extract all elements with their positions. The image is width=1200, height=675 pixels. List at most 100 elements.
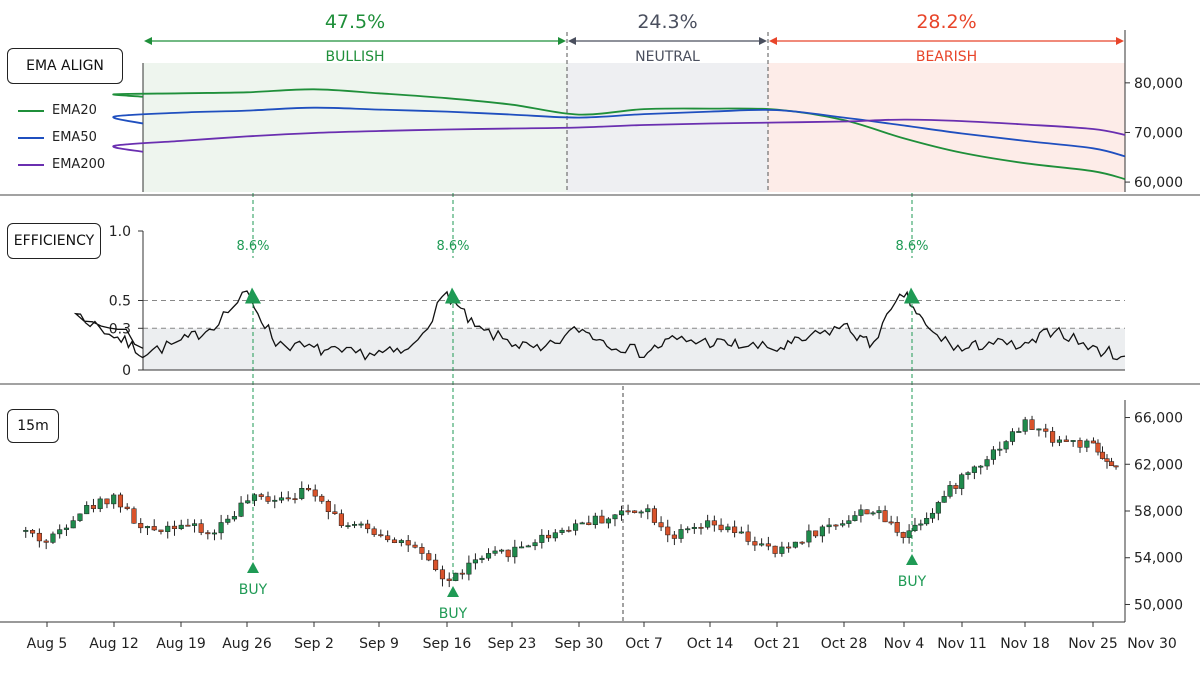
candle [559,527,565,536]
candle-body-up [579,522,585,525]
candle [546,530,552,542]
candle [1095,439,1101,456]
candle-body-down [158,529,164,532]
candle [338,509,344,528]
candle [412,541,418,549]
candle-body-up [912,524,918,532]
candle [645,504,651,520]
candle [104,498,110,509]
candle-body-down [405,540,411,546]
candle [759,538,765,547]
candle-body-down [813,530,819,537]
candle-body-down [292,498,298,501]
candle [586,515,592,526]
candle-body-down [459,572,465,575]
candle-body-down [104,498,110,505]
x-tick-label: Oct 28 [821,636,867,652]
candle [453,572,459,582]
candle [978,465,984,475]
candle-body-down [338,513,344,526]
candle [711,515,717,532]
candle [833,524,839,530]
candle-body-up [618,510,625,516]
candle [1009,428,1016,446]
candle-body-down [312,489,318,497]
candle-body-down [1104,458,1110,462]
ema-legend: EMA20 EMA50 EMA200 [18,97,105,178]
candle-body-up [466,562,472,575]
price-y-tick-label: 62,000 [1134,457,1183,473]
candle-body-down [900,532,906,538]
regime-percentage: 24.3% [637,11,697,33]
ema-y-tick-label: 60,000 [1134,175,1183,191]
candle [935,500,941,521]
candle [539,529,545,549]
candle-body-up [1016,431,1022,433]
candle [111,493,117,509]
legend-label-ema50: EMA50 [52,130,97,145]
candle-body-up [929,512,936,519]
ema-line-ema50 [112,106,1126,158]
x-tick-label: Aug 19 [156,636,206,652]
candle-body-down [124,506,130,509]
candle-body-up [592,515,598,525]
buy-signal-marker [906,554,918,565]
candle [218,514,224,540]
candle [433,553,439,572]
candle [997,441,1003,457]
candle [419,543,425,560]
candle-body-up [97,498,103,509]
price-y-tick-label: 58,000 [1134,504,1183,520]
candle-body-up [272,499,278,502]
efficiency-peak-marker [904,287,920,304]
candle [573,519,579,536]
candle [671,530,677,546]
legend-label-ema20: EMA20 [52,103,97,118]
candle-body-down [90,505,97,509]
candle [971,465,977,480]
candle [906,524,912,544]
candle-body-down [265,496,271,502]
candle [1090,437,1097,444]
candle-body-up [725,526,731,531]
candle-body-up [826,524,832,528]
candle [1029,415,1035,430]
candle [479,555,485,564]
candle [882,505,888,523]
efficiency-y-tick-label: 0 [122,363,131,379]
candle-body-down [566,529,572,532]
candle [698,523,704,535]
x-tick-label: Nov 30 [1127,636,1177,652]
regime-arrowhead-right [1116,37,1124,45]
buy-signal-marker [247,562,259,573]
candle [305,484,312,492]
candle [158,529,164,535]
candle [84,501,90,515]
candle-body-up [238,502,244,517]
candle-body-down [36,532,42,542]
ema-line-ema20 [112,88,1126,180]
candle-body-up [453,572,459,581]
candle-body-up [846,520,852,524]
legend-label-ema200: EMA200 [52,157,106,172]
candle-body-up [351,524,358,526]
candle-body-up [858,509,864,516]
candle-body-down [1099,451,1106,459]
candle-body-up [50,533,56,543]
candle [225,514,231,525]
candle-body-down [1050,431,1056,443]
candle [929,508,936,523]
candle [505,549,511,562]
candle-body-up [612,514,618,520]
candle-body-down [745,531,751,542]
candle [265,491,271,505]
candle [171,520,178,536]
candle [959,472,965,496]
candle [941,490,947,503]
candle [251,493,258,507]
candle-body-down [1108,461,1115,467]
candle [625,504,631,515]
candle [1043,423,1049,438]
candle-body-down [888,521,894,524]
candle [826,518,832,534]
